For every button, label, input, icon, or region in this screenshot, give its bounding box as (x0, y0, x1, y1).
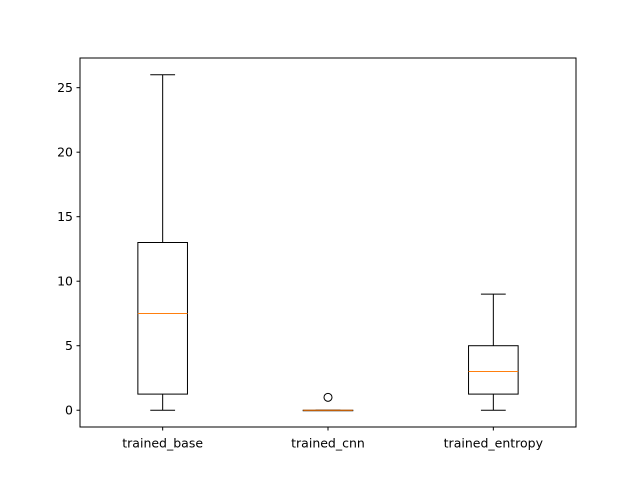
y-tick-label: 10 (57, 274, 73, 289)
y-tick-label: 20 (57, 145, 73, 160)
box-group-trained_base (137, 74, 188, 411)
y-tick-label: 25 (57, 80, 73, 95)
x-tick-label: trained_base (122, 436, 203, 451)
iqr-box (137, 242, 188, 395)
box-group-trained_entropy (468, 293, 519, 411)
box-group-trained_cnn (302, 392, 354, 412)
plot-frame (79, 57, 577, 428)
x-axis: trained_base trained_cnn trained_entropy (122, 427, 544, 451)
y-tick-label: 15 (57, 209, 73, 224)
iqr-box (468, 345, 519, 395)
outlier-point (323, 392, 333, 402)
x-tick-label: trained_entropy (444, 436, 544, 451)
x-tick-label: trained_cnn (291, 436, 365, 451)
y-tick-label: 5 (65, 338, 73, 353)
y-tick-label: 0 (65, 403, 73, 418)
boxes-layer (137, 74, 519, 412)
y-axis: 0 5 10 15 20 25 (57, 80, 80, 418)
